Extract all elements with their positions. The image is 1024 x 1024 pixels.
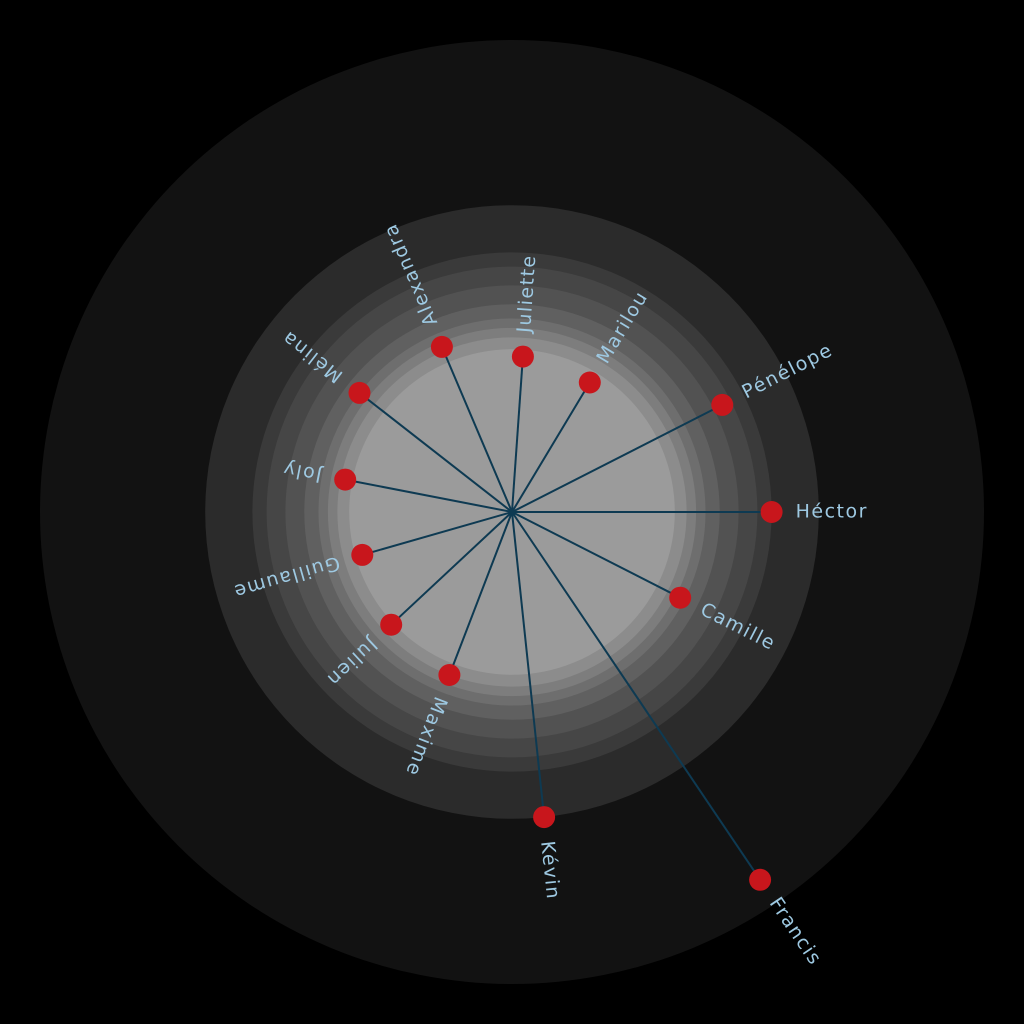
edge-francis — [511, 511, 761, 881]
node-guillaume[interactable] — [351, 543, 374, 566]
node-penelope[interactable] — [711, 393, 734, 416]
edge-guillaume — [362, 511, 513, 556]
node-label-hector: Héctor — [796, 501, 868, 523]
edge-marilou — [511, 381, 591, 513]
edge-maxime — [448, 511, 513, 676]
edge-camille — [511, 511, 681, 599]
node-julien[interactable] — [380, 613, 403, 636]
edge-joly — [345, 478, 513, 513]
edge-penelope — [511, 404, 723, 513]
node-francis[interactable] — [749, 868, 772, 891]
node-kevin[interactable] — [533, 806, 556, 829]
node-marilou[interactable] — [578, 371, 601, 394]
node-melina[interactable] — [348, 381, 371, 404]
node-joly[interactable] — [334, 468, 357, 491]
edge-alexandra — [440, 346, 513, 513]
edge-kevin — [511, 511, 546, 818]
node-alexandra[interactable] — [430, 335, 453, 358]
edges-layer — [345, 346, 772, 881]
node-label-francis: Francis — [765, 893, 826, 969]
node-maxime[interactable] — [438, 664, 461, 686]
node-camille[interactable] — [669, 586, 692, 609]
center-hub — [509, 509, 515, 515]
node-juliette[interactable] — [511, 345, 534, 368]
nodes-layer — [334, 335, 783, 891]
edge-melina — [358, 392, 513, 513]
edge-julien — [390, 511, 513, 626]
edge-juliette — [511, 356, 524, 513]
node-hector[interactable] — [760, 501, 783, 523]
